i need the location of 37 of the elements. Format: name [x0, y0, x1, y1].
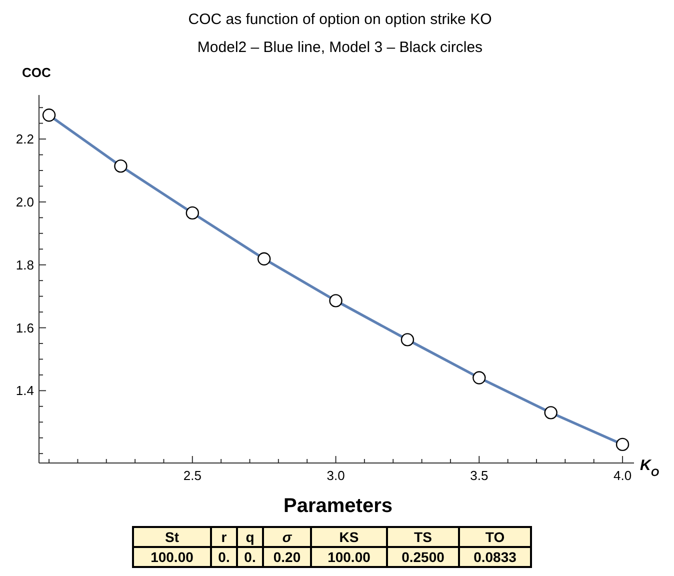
text: 0.0833	[474, 549, 517, 565]
text: TO	[485, 529, 505, 545]
text: Parameters	[284, 495, 392, 517]
text: 100.00	[150, 549, 194, 565]
point	[42, 108, 56, 122]
y-axis-title: COC	[22, 65, 52, 80]
chart-subtitle: Model2 – Blue line, Model 3 – Black circles	[197, 39, 483, 56]
point	[186, 206, 200, 220]
point	[400, 333, 414, 346]
chart-title: COC as function of option on option strike KO	[188, 11, 492, 28]
y-tick-label: 1.4	[16, 383, 34, 398]
text: 0.	[218, 549, 230, 565]
point	[329, 294, 342, 308]
x-axis-title: K$_{O}$	[640, 457, 660, 479]
text: q	[246, 529, 254, 545]
x-tick-label: 3.5	[470, 468, 488, 483]
text: r	[221, 529, 228, 545]
x-tick-label: 4.0	[613, 468, 632, 483]
point	[472, 371, 486, 384]
y-tick-label: 2.0	[16, 194, 34, 210]
text: St	[165, 529, 180, 545]
y-tick-label: 1.8	[16, 257, 34, 272]
point	[544, 406, 558, 420]
point	[114, 159, 128, 173]
text: 0.	[244, 549, 256, 565]
y-tick-label: 2.2	[16, 132, 34, 147]
text: KS	[339, 529, 359, 545]
text: 0.20	[273, 549, 301, 565]
text: 0.2500	[402, 549, 445, 565]
text: σ	[282, 529, 292, 545]
text: 100.00	[328, 549, 371, 565]
x-tick-label: 2.5	[183, 468, 202, 483]
x-tick-label: 3.0	[326, 468, 345, 483]
point	[257, 252, 271, 266]
text: TS	[414, 529, 432, 545]
y-tick-label: 1.6	[16, 320, 34, 336]
point	[616, 438, 630, 452]
